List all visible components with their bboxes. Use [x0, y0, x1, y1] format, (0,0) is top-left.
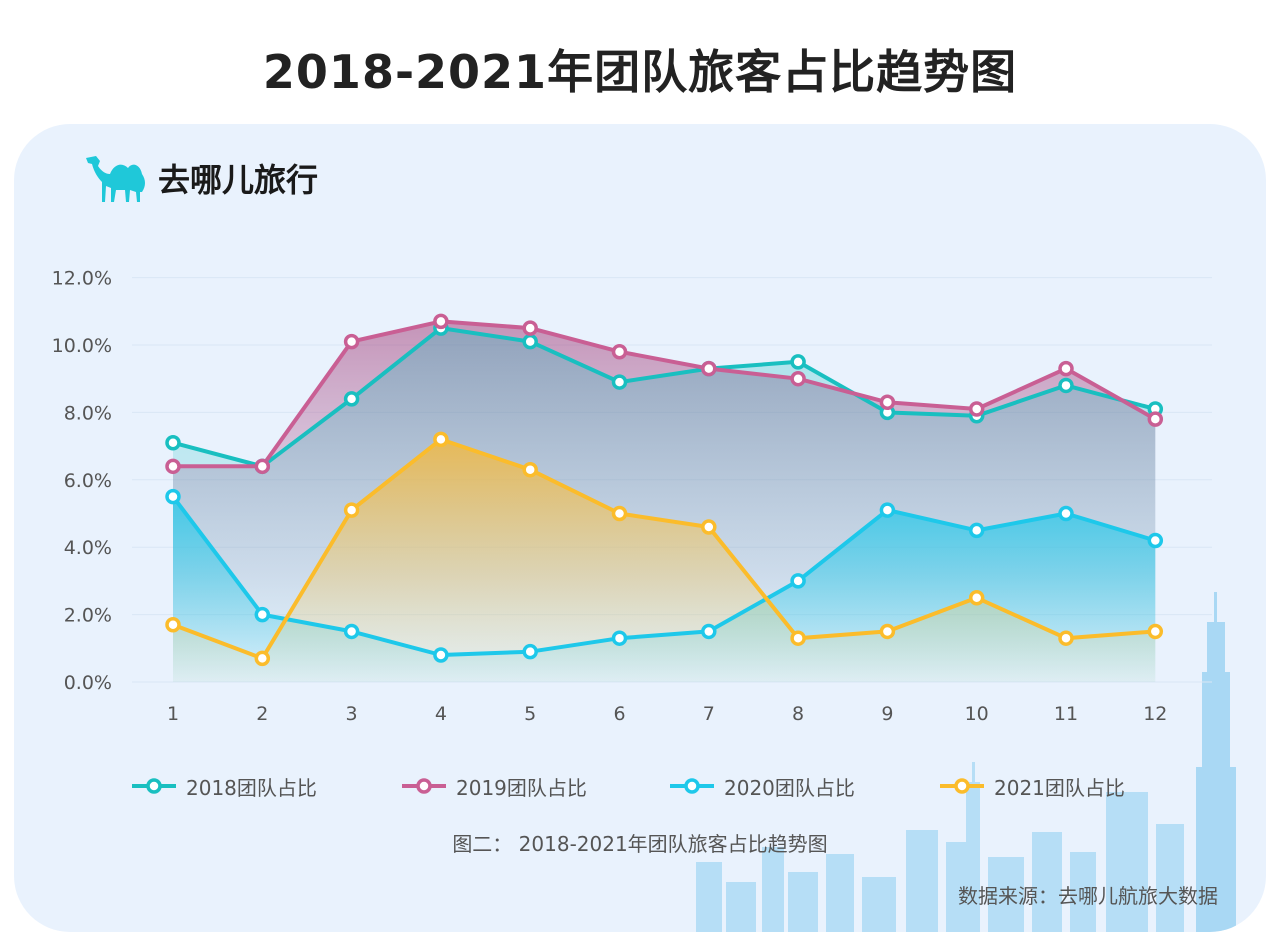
data-point	[790, 370, 806, 387]
x-tick-label: 2	[256, 703, 268, 725]
data-point	[968, 522, 985, 539]
legend-item: 2020团队占比	[670, 768, 855, 804]
chart-card: 去哪儿旅行 0.0% 2.0% 4.0% 6.0%	[14, 124, 1266, 932]
y-tick-label: 0.0%	[64, 672, 112, 694]
figure-caption: 图二： 2018-2021年团队旅客占比趋势图	[452, 832, 828, 856]
legend-swatch-icon	[132, 778, 176, 794]
data-point	[701, 360, 717, 377]
series-line-3	[171, 495, 1156, 657]
data-point	[968, 401, 985, 417]
y-tick-label: 6.0%	[64, 470, 112, 492]
series-line-2	[173, 319, 1157, 469]
data-point	[522, 333, 538, 350]
data-point	[522, 461, 538, 478]
line-area-chart: 0.0%2.0%4.0%6.0%8.0%10.0%12.0%1 2 3 4 5 6 7 8 9 1…	[52, 268, 1212, 725]
data-point	[343, 333, 360, 350]
data-point	[522, 643, 538, 660]
data-point	[433, 431, 449, 448]
camel-logo-icon	[86, 156, 145, 202]
x-tick-label: 8	[792, 703, 804, 725]
data-point	[343, 623, 360, 640]
data-point	[611, 343, 628, 360]
legend-swatch-icon	[402, 778, 446, 794]
data-point	[1058, 630, 1074, 646]
x-tick-label: 9	[881, 703, 893, 725]
data-point	[165, 616, 181, 633]
x-tick-label: 3	[346, 703, 358, 725]
data-point	[1058, 505, 1074, 522]
series-area-4	[173, 439, 1156, 682]
legend-item: 2021团队占比	[940, 768, 1125, 804]
data-point	[879, 394, 896, 411]
data-point	[790, 573, 806, 589]
legend-swatch-icon	[670, 778, 714, 794]
y-tick-label: 10.0%	[52, 335, 112, 357]
data-point	[254, 606, 271, 623]
data-point	[433, 647, 449, 663]
data-point	[879, 502, 896, 518]
data-point	[1147, 532, 1164, 549]
data-point	[611, 630, 628, 646]
legend-label: 2018团队占比	[186, 775, 317, 800]
legend-label: 2019团队占比	[456, 775, 587, 800]
data-point	[879, 623, 896, 640]
page-title: 2018-2021年团队旅客占比趋势图	[262, 45, 1018, 99]
data-point	[165, 434, 181, 451]
data-point	[701, 519, 717, 535]
y-tick-label: 8.0%	[64, 402, 112, 424]
y-tick-label: 4.0%	[64, 537, 112, 559]
data-point	[1058, 360, 1074, 377]
data-point	[165, 458, 181, 475]
legend-label: 2021团队占比	[994, 775, 1125, 800]
data-point	[790, 354, 806, 370]
data-point	[611, 505, 628, 522]
y-tick-label: 12.0%	[52, 268, 112, 290]
data-point	[522, 320, 538, 336]
x-tick-label: 10	[965, 703, 989, 725]
data-point	[343, 391, 360, 407]
x-tick-label: 4	[435, 703, 447, 725]
brand-logo: 去哪儿旅行	[84, 150, 318, 206]
series-line-4	[172, 437, 1156, 661]
brand-name: 去哪儿旅行	[158, 161, 319, 199]
y-tick-label: 2.0%	[64, 605, 112, 627]
data-point	[611, 374, 628, 390]
data-point	[1058, 377, 1074, 394]
data-point	[790, 630, 806, 646]
data-point	[1147, 623, 1164, 640]
legend-item: 2018团队占比	[132, 768, 317, 804]
series-line-1	[172, 326, 1156, 469]
x-tick-label: 11	[1054, 703, 1078, 725]
data-point	[968, 590, 985, 606]
x-tick-label: 6	[613, 703, 625, 725]
city-skyline-illustration	[696, 592, 1236, 932]
legend-swatch-icon	[940, 778, 984, 794]
data-point	[343, 502, 360, 518]
legend-label: 2020团队占比	[724, 775, 855, 800]
data-source: 数据来源：去哪儿航旅大数据	[958, 884, 1218, 908]
x-tick-label: 7	[703, 703, 715, 725]
data-point	[1147, 411, 1164, 427]
data-point	[254, 458, 271, 475]
legend-item: 2019团队占比	[402, 768, 587, 804]
data-point	[701, 623, 717, 640]
data-point	[165, 488, 181, 505]
x-tick-label: 12	[1143, 703, 1167, 725]
chart-legend: 2018团队占比 2019团队占比 2020团队占比 2021团队占比	[14, 768, 1266, 804]
x-tick-label: 5	[524, 703, 536, 725]
data-point	[433, 313, 449, 330]
x-tick-label: 1	[167, 703, 179, 725]
data-point	[254, 650, 271, 667]
